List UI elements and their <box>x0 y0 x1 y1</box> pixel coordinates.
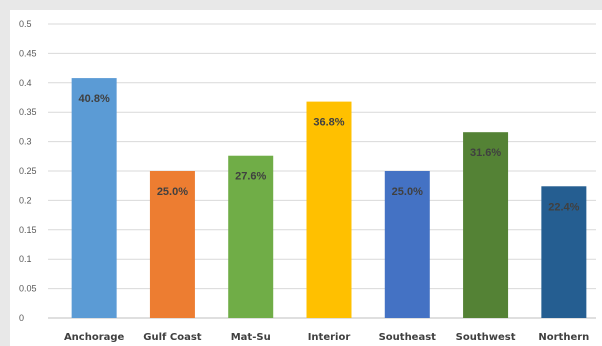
y-tick-label: 0.3 <box>19 137 32 147</box>
data-label: 36.8% <box>313 117 344 129</box>
y-tick-label: 0.05 <box>19 284 37 294</box>
category-label: Northern <box>538 332 589 343</box>
y-tick-label: 0.35 <box>19 107 37 117</box>
bar-northern <box>541 186 587 318</box>
data-label: 22.4% <box>548 201 579 213</box>
y-tick-label: 0.25 <box>19 166 37 176</box>
data-label: 40.8% <box>79 93 110 105</box>
bar-gulf-coast <box>149 171 195 318</box>
category-label: Mat-Su <box>231 332 271 343</box>
category-label: Anchorage <box>64 332 125 343</box>
data-label: 25.0% <box>157 186 188 198</box>
y-tick-label: 0.1 <box>19 254 32 264</box>
category-label: Interior <box>308 332 351 343</box>
y-tick-label: 0.4 <box>19 78 32 88</box>
category-label: Southeast <box>379 332 437 343</box>
y-tick-label: 0.15 <box>19 225 37 235</box>
data-label: 25.0% <box>392 186 423 198</box>
data-label: 27.6% <box>235 171 266 183</box>
y-tick-label: 0.45 <box>19 48 37 58</box>
bar-southwest <box>463 132 509 318</box>
y-tick-label: 0 <box>19 313 24 323</box>
bar-mat-su <box>228 155 274 318</box>
data-label: 31.6% <box>470 147 501 159</box>
bar-anchorage <box>71 78 117 318</box>
y-tick-label: 0.5 <box>19 19 32 29</box>
bar-interior <box>306 101 352 318</box>
category-label: Southwest <box>456 332 516 343</box>
y-tick-label: 0.2 <box>19 195 32 205</box>
category-label: Gulf Coast <box>143 332 201 343</box>
bar-southeast <box>384 171 430 318</box>
